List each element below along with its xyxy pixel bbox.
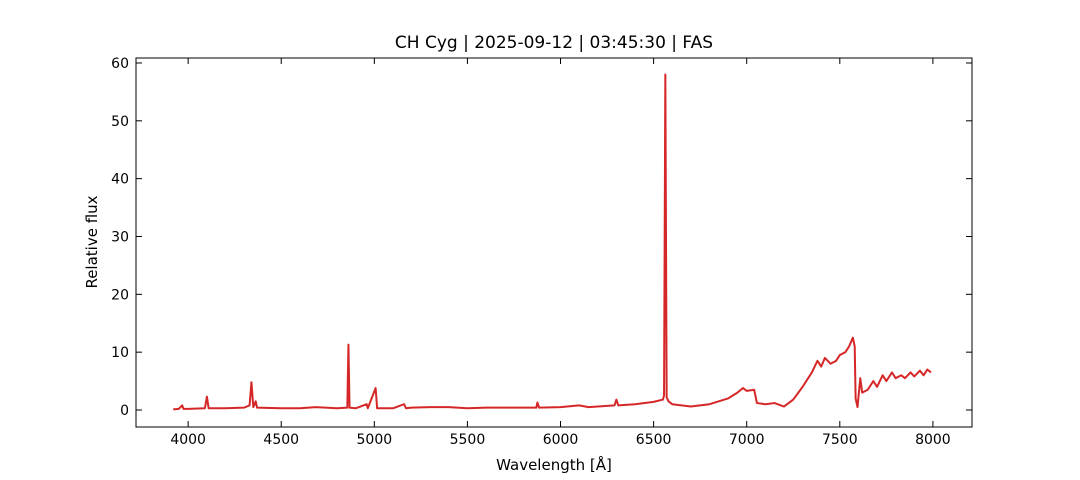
y-tick-label: 20 xyxy=(111,287,129,303)
x-tick-label: 4500 xyxy=(263,432,299,448)
x-tick-label: 5000 xyxy=(357,432,393,448)
spectrum-line xyxy=(173,73,932,411)
y-tick-label: 60 xyxy=(111,56,129,72)
x-tick-label: 8000 xyxy=(915,432,951,448)
x-tick-label: 6500 xyxy=(636,432,672,448)
x-tick-label: 6000 xyxy=(543,432,579,448)
y-tick-label: 50 xyxy=(111,114,129,130)
x-tick-label: 4000 xyxy=(170,432,206,448)
y-tick-label: 40 xyxy=(111,172,129,188)
y-axis-label: Relative flux xyxy=(83,195,101,288)
y-tick-label: 30 xyxy=(111,229,129,245)
y-tick-label: 0 xyxy=(120,403,129,419)
plot-frame xyxy=(135,57,973,428)
x-tick-label: 5500 xyxy=(450,432,486,448)
x-axis-label: Wavelength [Å] xyxy=(496,455,612,474)
x-tick-label: 7500 xyxy=(822,432,858,448)
chart-title: CH Cyg | 2025-09-12 | 03:45:30 | FAS xyxy=(395,33,713,53)
y-tick-label: 10 xyxy=(111,345,129,361)
x-tick-label: 7000 xyxy=(729,432,765,448)
